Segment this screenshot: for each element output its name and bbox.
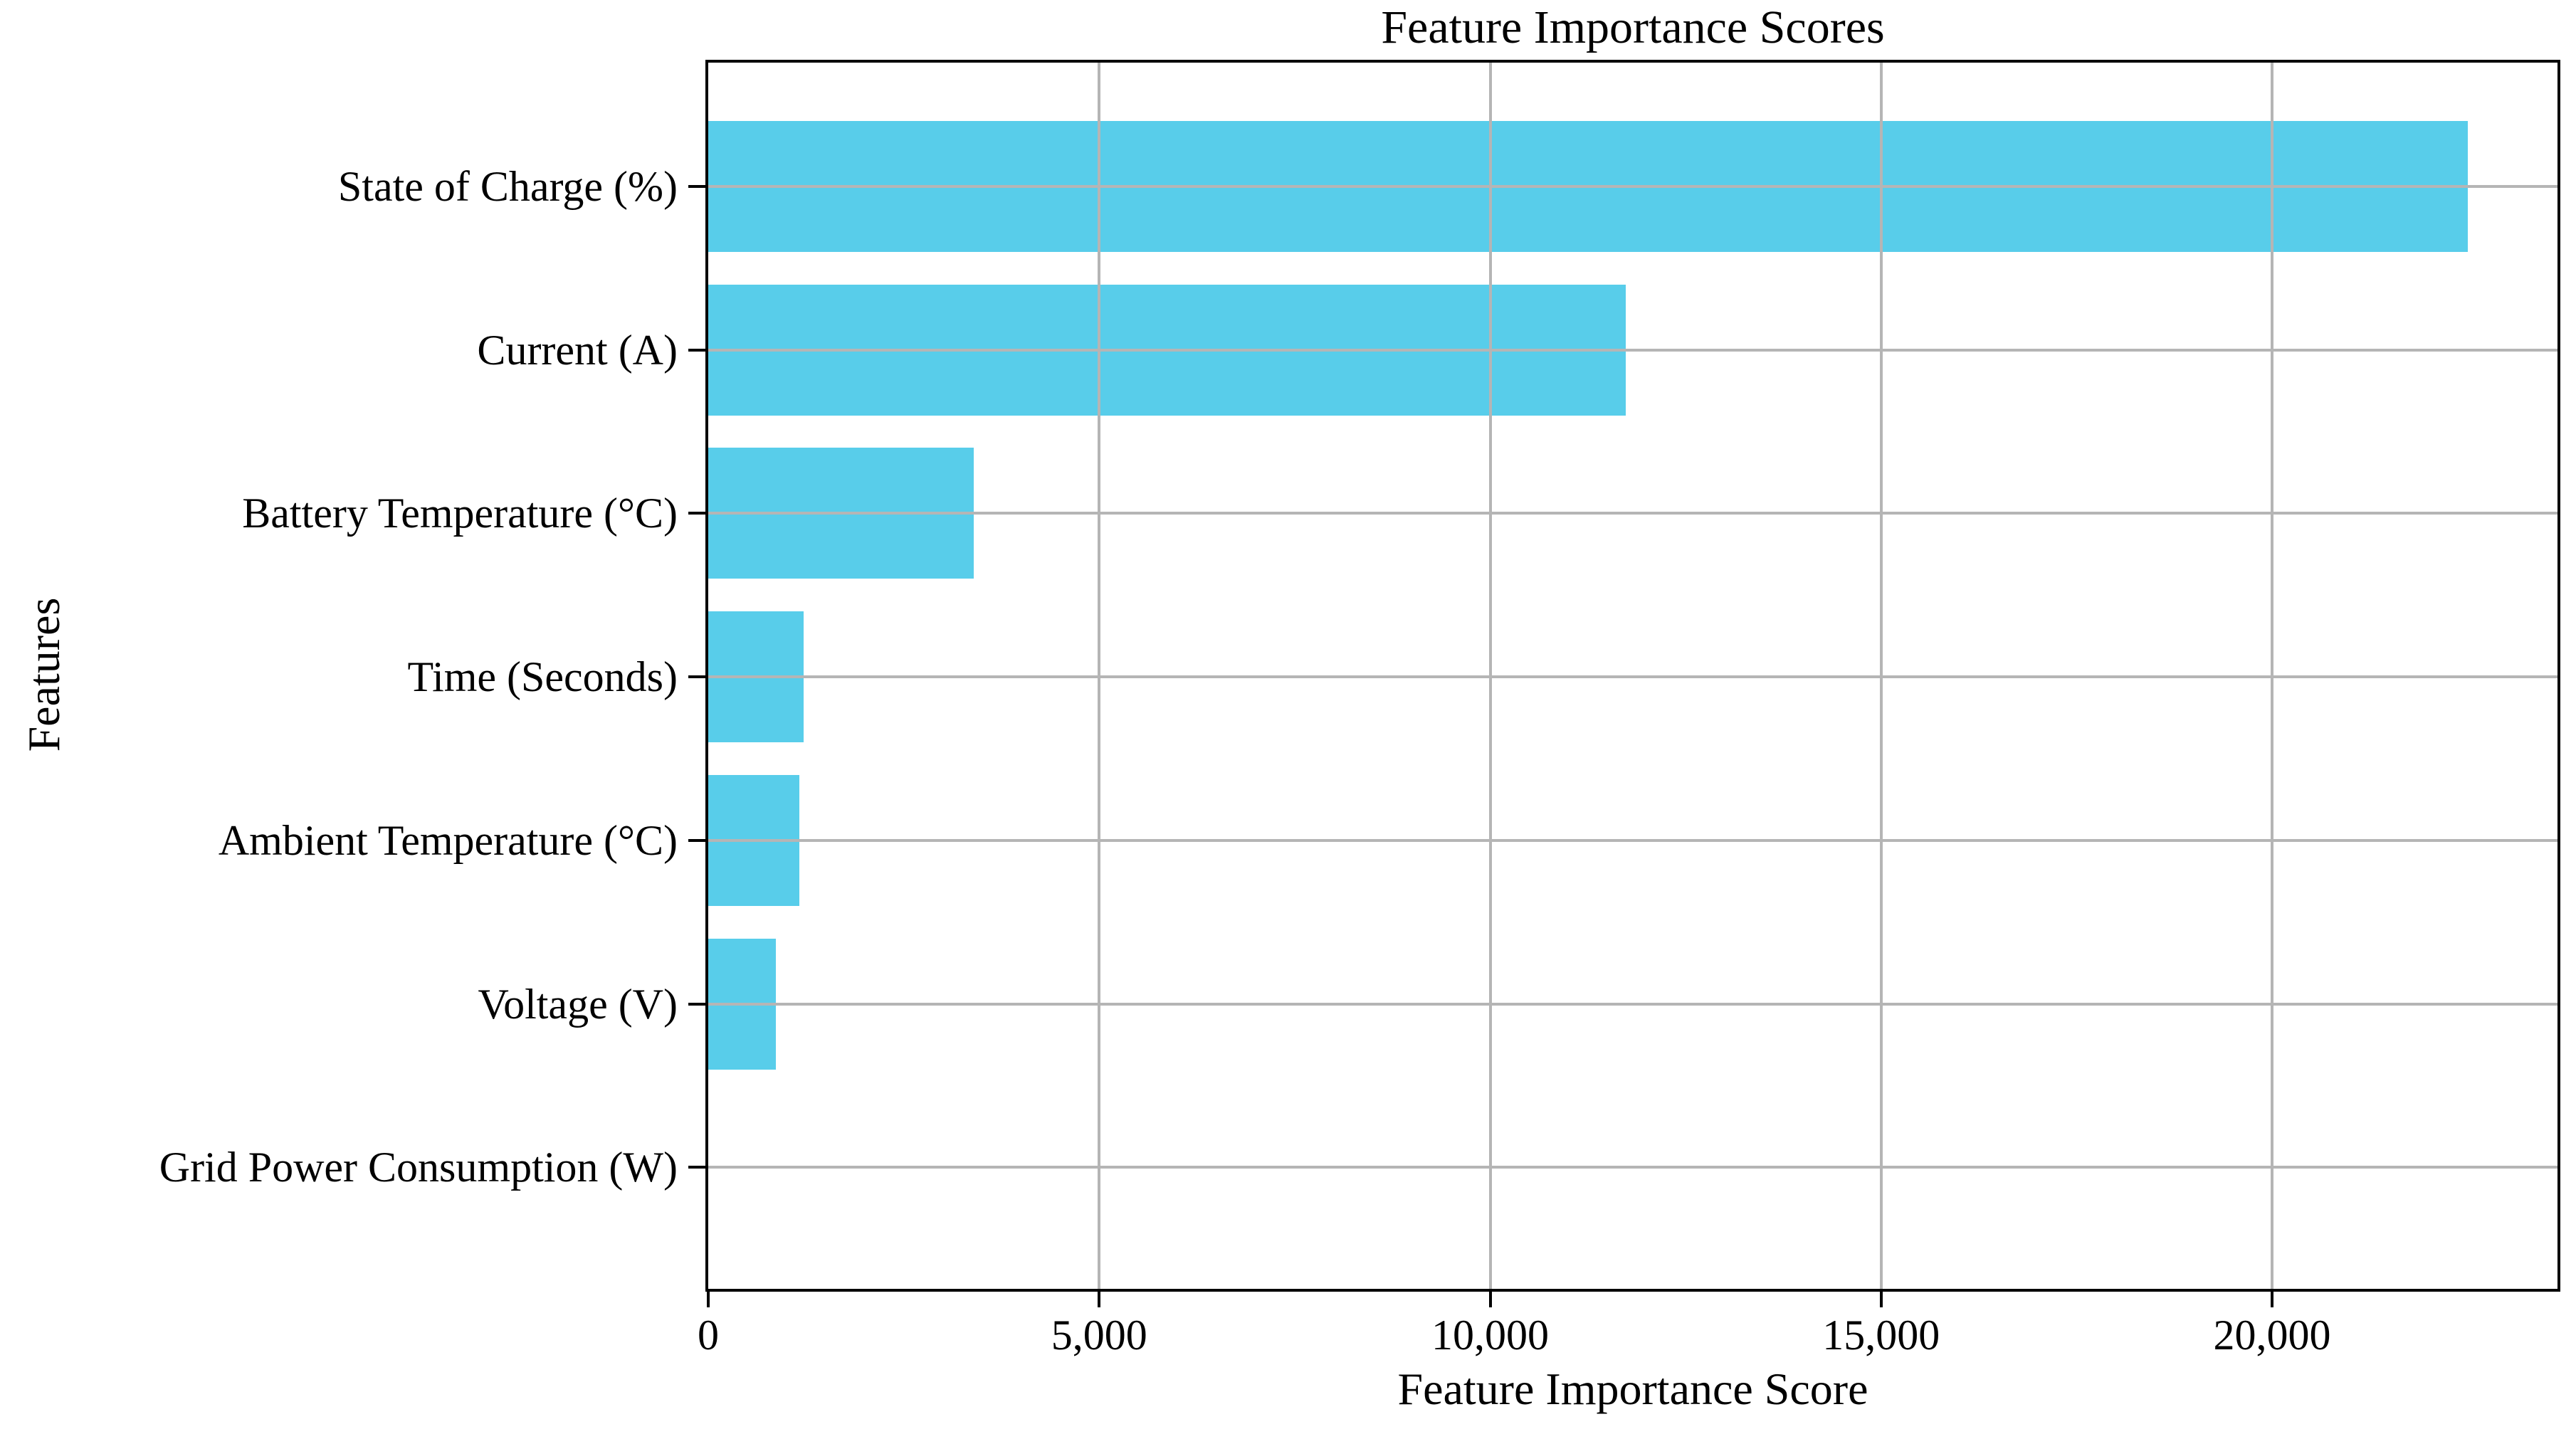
v-gridline-1 — [1098, 63, 1101, 1289]
y-tick-3 — [688, 675, 707, 679]
x-tick-4 — [2271, 1290, 2274, 1307]
y-tick-0 — [688, 185, 707, 188]
y-tick-label-3: Time (Seconds) — [407, 653, 678, 701]
h-gridline-1 — [708, 348, 2557, 352]
v-gridline-2 — [1488, 63, 1492, 1289]
h-gridline-2 — [708, 512, 2557, 515]
x-tick-label-1: 5,000 — [1051, 1312, 1147, 1359]
y-tick-4 — [688, 838, 707, 842]
x-tick-label-2: 10,000 — [1431, 1312, 1550, 1359]
y-tick-5 — [688, 1002, 707, 1006]
h-gridline-4 — [708, 838, 2557, 842]
y-tick-6 — [688, 1166, 707, 1169]
v-gridline-3 — [1879, 63, 1883, 1289]
x-tick-2 — [1488, 1290, 1492, 1307]
x-tick-3 — [1879, 1290, 1883, 1307]
h-gridline-0 — [708, 185, 2557, 188]
v-gridline-4 — [2271, 63, 2274, 1289]
plot-area — [708, 63, 2557, 1289]
y-tick-1 — [688, 348, 707, 352]
y-tick-label-6: Grid Power Consumption (W) — [159, 1144, 678, 1191]
x-tick-1 — [1098, 1290, 1101, 1307]
x-tick-0 — [707, 1290, 710, 1307]
y-tick-label-0: State of Charge (%) — [337, 163, 678, 210]
y-tick-label-2: Battery Temperature (°C) — [242, 490, 678, 537]
x-tick-label-3: 15,000 — [1822, 1312, 1940, 1359]
h-gridline-5 — [708, 1002, 2557, 1006]
chart-title: Feature Importance Scores — [1381, 1, 1885, 53]
y-tick-label-1: Current (A) — [477, 326, 678, 374]
h-gridline-6 — [708, 1166, 2557, 1169]
h-gridline-3 — [708, 675, 2557, 679]
y-tick-label-5: Voltage (V) — [478, 980, 678, 1028]
x-tick-label-4: 20,000 — [2213, 1312, 2331, 1359]
x-axis-label: Feature Importance Score — [1397, 1364, 1868, 1414]
y-tick-label-4: Ambient Temperature (°C) — [218, 816, 678, 864]
x-tick-label-0: 0 — [698, 1312, 719, 1359]
y-tick-2 — [688, 512, 707, 515]
